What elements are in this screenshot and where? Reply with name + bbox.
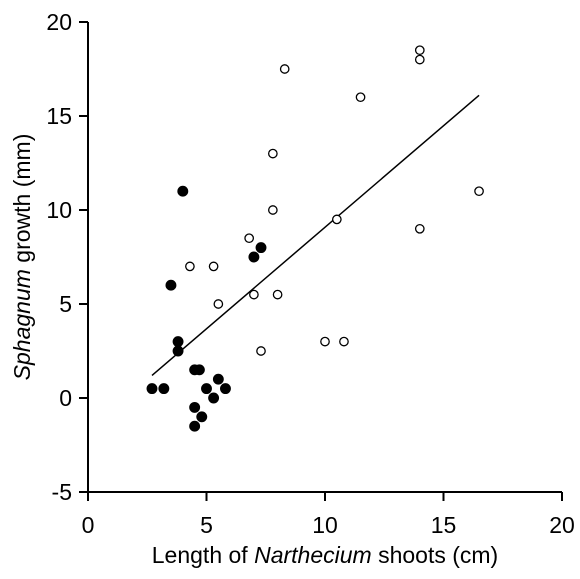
open-data-point — [256, 346, 266, 356]
open-data-point — [244, 233, 255, 244]
x-axis-title-italic: Narthecium — [254, 542, 372, 568]
filled-data-point — [189, 420, 201, 432]
filled-data-point — [146, 383, 158, 395]
open-data-point — [208, 261, 219, 272]
y-tick-label: 0 — [59, 385, 72, 411]
open-data-point — [339, 336, 349, 347]
open-data-point — [414, 223, 425, 234]
y-tick-label: -5 — [52, 479, 72, 505]
open-data-point — [272, 289, 283, 300]
open-data-point — [249, 289, 259, 300]
open-data-point — [474, 186, 484, 197]
data-points — [146, 45, 484, 432]
open-data-point — [331, 214, 342, 225]
filled-data-point — [158, 383, 170, 395]
open-data-point — [268, 205, 278, 215]
x-tick-label: 20 — [549, 512, 575, 538]
y-tick-label: 5 — [59, 291, 72, 317]
filled-data-point — [208, 392, 220, 404]
x-axis-title-part-2: shoots (cm) — [372, 542, 499, 568]
x-tick-label: 0 — [82, 512, 95, 538]
open-data-point — [355, 92, 366, 103]
filled-data-point — [177, 185, 189, 197]
filled-data-point — [172, 345, 184, 357]
filled-data-point — [220, 383, 231, 395]
regression-line-group — [151, 94, 480, 377]
open-data-point — [213, 299, 224, 309]
open-data-point — [414, 54, 425, 65]
filled-data-point — [196, 411, 208, 423]
x-tick-label: 10 — [312, 512, 338, 538]
filled-data-point — [172, 336, 184, 348]
y-axis-title-part: growth (mm) — [9, 134, 35, 269]
open-data-point — [268, 148, 278, 159]
axes — [87, 22, 562, 493]
filled-data-point — [193, 364, 205, 376]
x-tick-label: 5 — [200, 512, 213, 538]
x-axis-title: Length of Narthecium shoots (cm) — [152, 542, 498, 568]
open-data-point — [279, 64, 290, 74]
y-axis-title: Sphagnum growth (mm) — [9, 134, 35, 381]
open-data-point — [185, 261, 195, 272]
open-data-point — [414, 45, 425, 56]
x-tick-label: 15 — [431, 512, 457, 538]
regression-line — [151, 94, 480, 377]
y-tick-label: 20 — [46, 9, 72, 35]
filled-data-point — [255, 242, 267, 254]
filled-data-point — [248, 251, 260, 263]
y-axis-title-italic: Sphagnum — [9, 269, 35, 380]
y-tick-label: 15 — [46, 103, 72, 129]
filled-data-point — [189, 401, 201, 413]
filled-data-point — [201, 383, 212, 395]
ticks: 0 5 10 15 20 -5 0 5 10 15 20 — [46, 9, 574, 538]
filled-data-point — [212, 373, 224, 385]
filled-data-point — [165, 279, 177, 291]
x-axis-title-part-1: Length of — [152, 542, 254, 568]
y-tick-label: 10 — [46, 197, 72, 223]
open-data-point — [320, 336, 330, 347]
